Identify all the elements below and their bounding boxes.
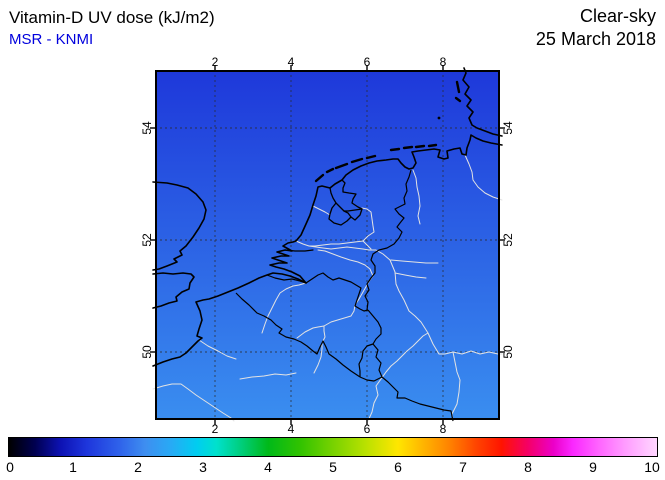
lon-tick-bottom-2: 2 [211, 422, 219, 436]
colorbar-label-9: 9 [589, 459, 597, 475]
lon-tick-bottom-8: 8 [439, 422, 447, 436]
colorbar-label-0: 0 [6, 459, 14, 475]
source-label: MSR - KNMI [9, 31, 94, 48]
colorbar-label-6: 6 [394, 459, 402, 475]
gridlines-layer [155, 70, 500, 420]
map-frame [155, 70, 500, 420]
map-area [150, 65, 505, 425]
lat-tick-left-50: 50 [140, 345, 154, 359]
lat-tick-left-54: 54 [140, 121, 154, 135]
frame-ticks [150, 65, 505, 425]
page-title: Vitamin-D UV dose (kJ/m2) [9, 8, 215, 27]
colorbar-label-3: 3 [199, 459, 207, 475]
borders-layer [235, 169, 454, 422]
lon-tick-bottom-6: 6 [363, 422, 371, 436]
colorbar-label-4: 4 [264, 459, 272, 475]
map-overlay [150, 65, 505, 425]
lon-tick-top-4: 4 [287, 55, 295, 69]
map-field [155, 70, 500, 420]
coastline-layer [152, 67, 503, 367]
lon-tick-top-6: 6 [363, 55, 371, 69]
colorbar-label-7: 7 [459, 459, 467, 475]
colorbar-label-2: 2 [134, 459, 142, 475]
lat-tick-right-54: 54 [501, 121, 515, 135]
lat-tick-left-52: 52 [140, 233, 154, 247]
date-label: 25 March 2018 [535, 29, 656, 49]
lon-tick-top-8: 8 [439, 55, 447, 69]
lon-tick-top-2: 2 [211, 55, 219, 69]
lat-tick-right-50: 50 [501, 345, 515, 359]
islands-layer [314, 80, 462, 183]
colorbar-label-1: 1 [69, 459, 77, 475]
colorbar-label-10: 10 [644, 459, 660, 475]
rivers-layer [152, 154, 503, 422]
colorbar-label-5: 5 [329, 459, 337, 475]
colorbar-gradient [8, 437, 658, 457]
lat-tick-right-52: 52 [501, 233, 515, 247]
colorbar-label-8: 8 [524, 459, 532, 475]
condition-label: Clear-sky [579, 6, 656, 26]
lon-tick-bottom-4: 4 [287, 422, 295, 436]
